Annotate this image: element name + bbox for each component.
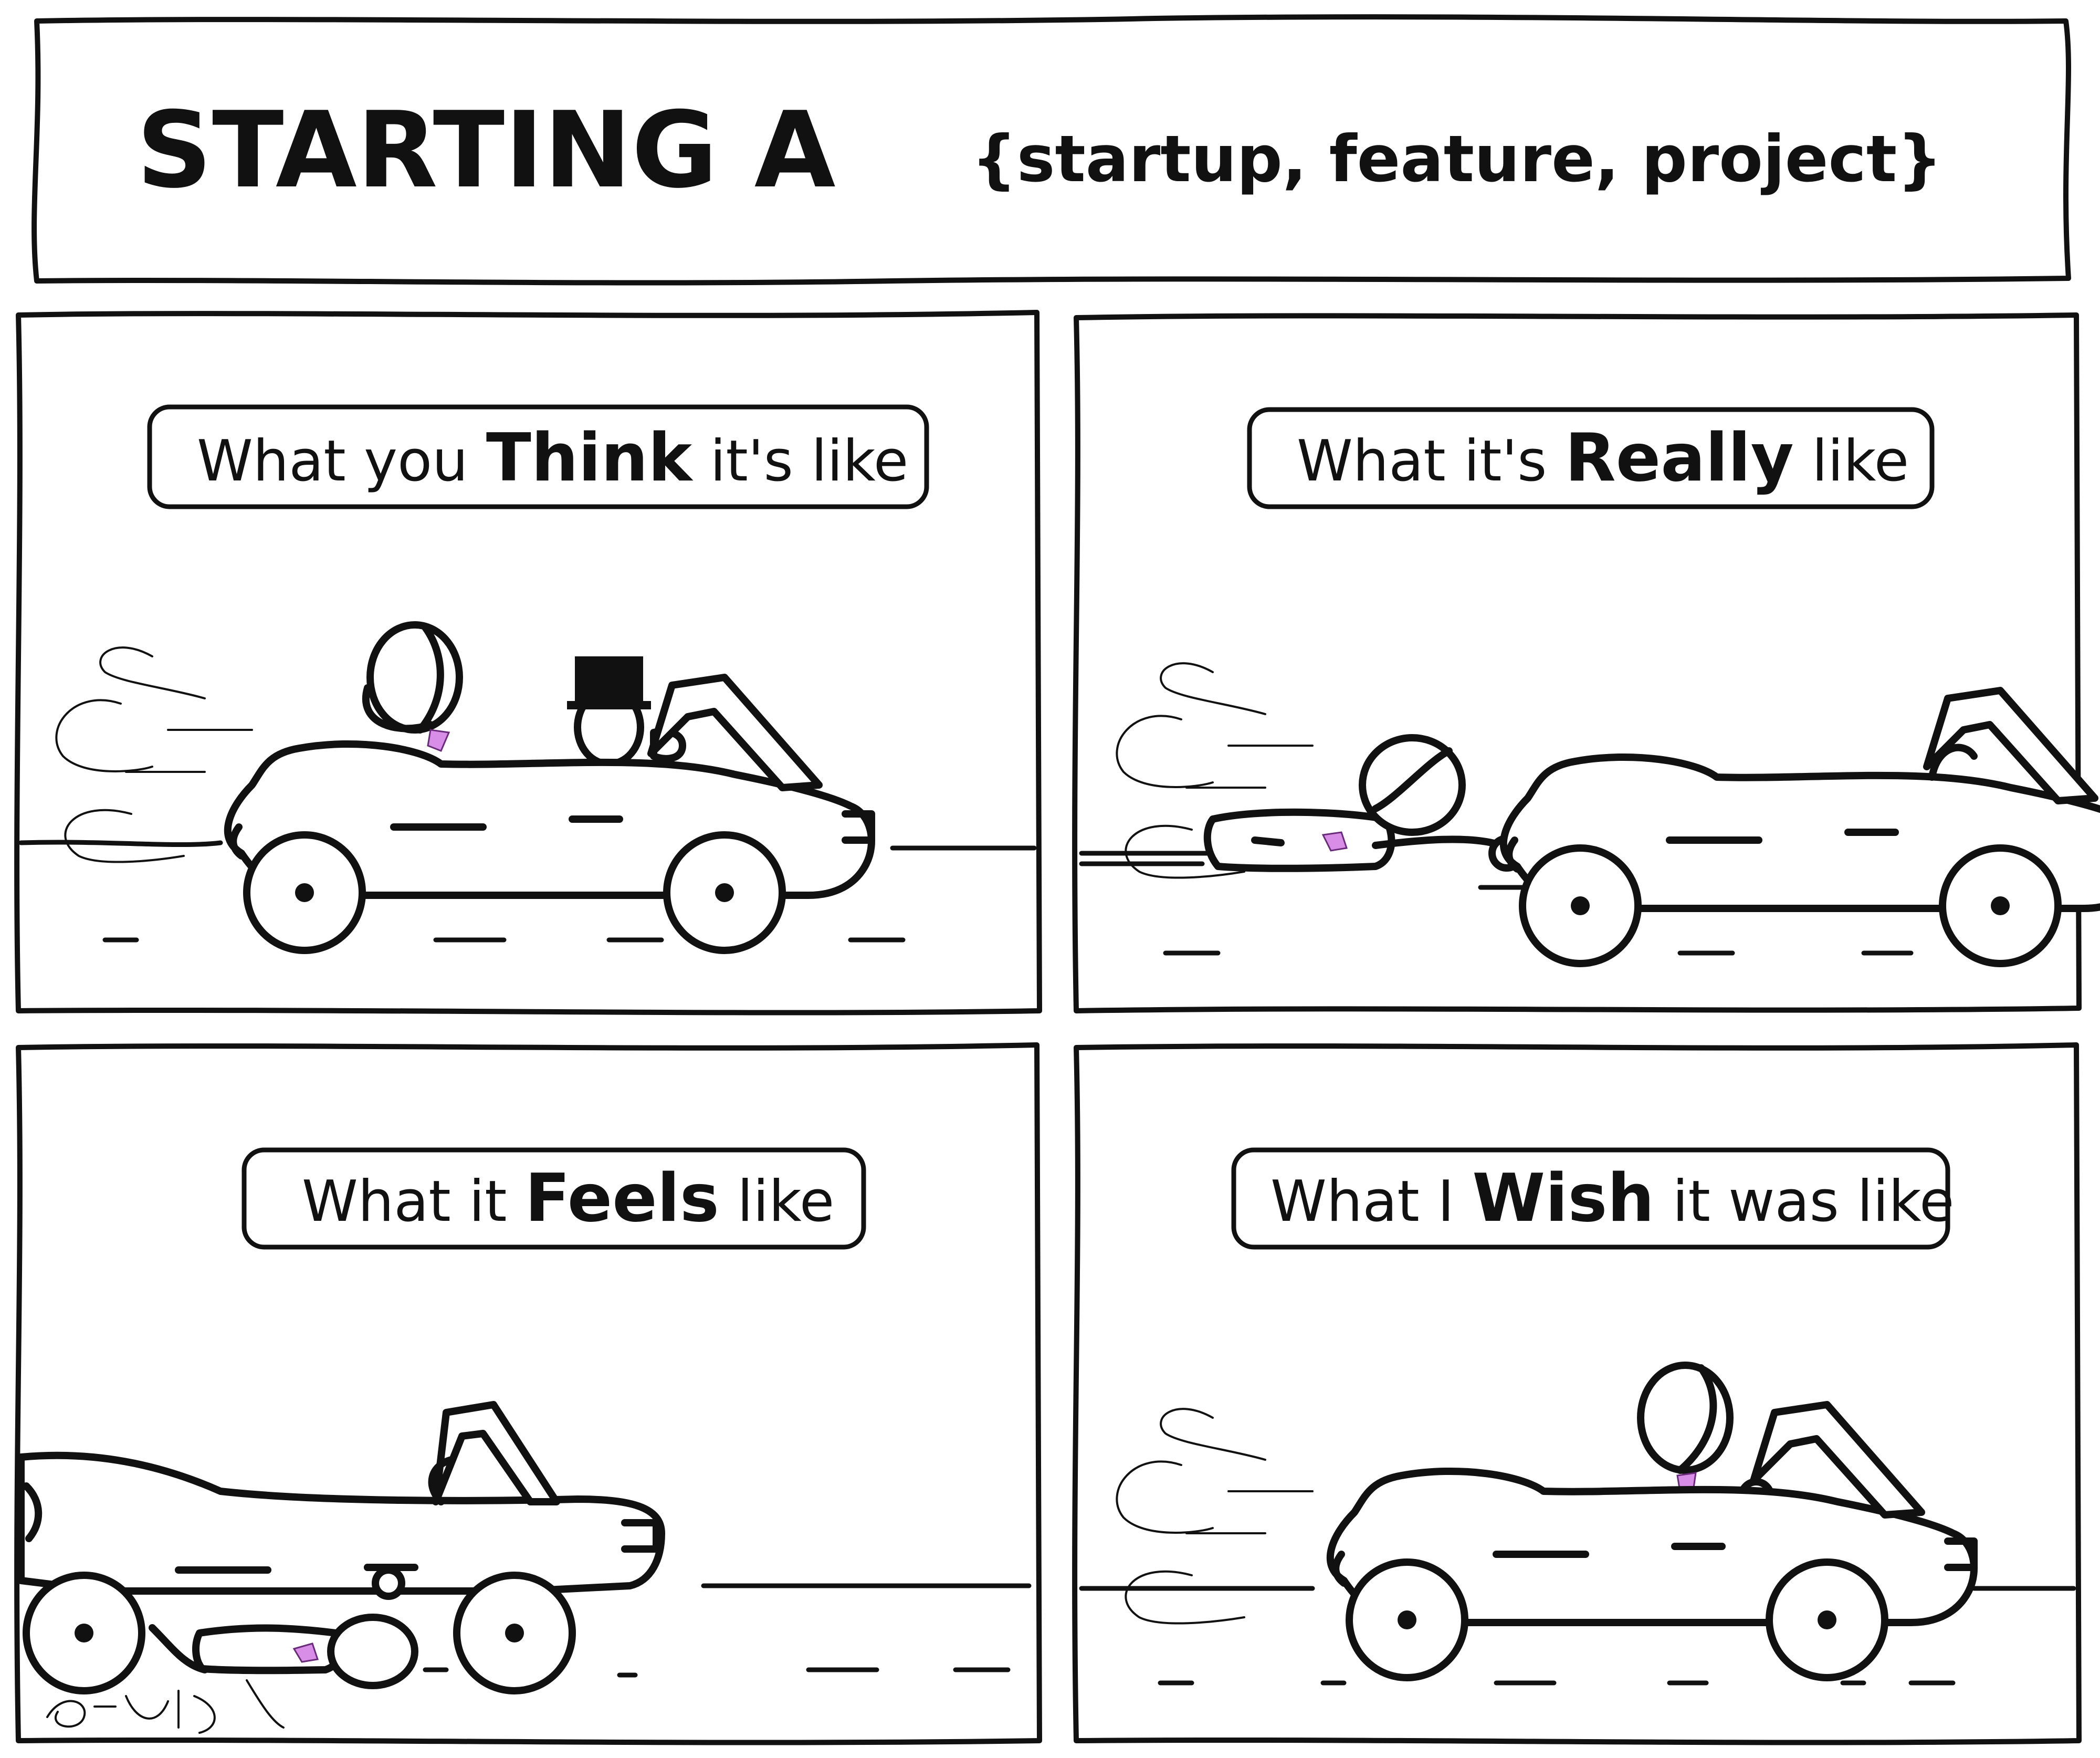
crushed-stick-figure	[149, 1564, 418, 1689]
title-banner: STARTING A {startup, feature, project}	[32, 14, 2071, 286]
passenger-stick-figure	[362, 621, 463, 752]
wind-swirls	[1116, 1408, 1314, 1625]
panel-think: What you Think it's like	[14, 310, 1042, 1016]
road	[423, 1583, 1032, 1678]
driver-hand	[1928, 744, 1978, 781]
caption-box	[242, 1147, 866, 1250]
title-subtitle: {startup, feature, project}	[971, 122, 1942, 196]
panel-really: What it's Really like	[1072, 312, 2100, 1013]
tie-icon	[427, 729, 450, 752]
caption-think-before: What you	[197, 428, 486, 494]
caption-think-after: it's like	[692, 428, 908, 494]
panel-wish: What I Wish it was like	[1072, 1042, 2082, 1745]
road	[1079, 1586, 2076, 1686]
title-main: STARTING A	[136, 89, 836, 212]
caption-wish-before: What I	[1270, 1169, 1472, 1234]
artist-signature	[46, 1679, 285, 1734]
caption-think-emphasis: Think	[486, 419, 694, 496]
caption-wish: What I Wish it was like	[1270, 1159, 1954, 1237]
caption-really-after: like	[1794, 428, 1909, 494]
tie-icon	[292, 1642, 319, 1663]
panel-feels: What it Feels like	[14, 1042, 1042, 1745]
dragged-stick-figure	[1203, 734, 1525, 872]
caption-really: What it's Really like	[1297, 419, 1909, 496]
caption-wish-emphasis: Wish	[1472, 1159, 1654, 1237]
caption-feels-emphasis: Feels	[525, 1159, 719, 1237]
caption-feels-after: like	[719, 1169, 834, 1234]
caption-feels: What it Feels like	[302, 1159, 834, 1237]
caption-really-emphasis: Really	[1565, 419, 1794, 496]
car-crushing	[17, 1401, 665, 1595]
caption-box	[1247, 407, 1935, 509]
caption-box	[1231, 1147, 1950, 1250]
car-wheels	[23, 1572, 576, 1694]
tie-icon	[1321, 831, 1348, 852]
caption-really-before: What it's	[1297, 428, 1565, 494]
caption-box	[147, 404, 929, 509]
wind-swirls	[55, 646, 253, 863]
car	[1504, 690, 2100, 964]
caption-wish-after: it was like	[1654, 1169, 1954, 1234]
car	[228, 677, 872, 950]
caption-feels-before: What it	[302, 1169, 525, 1234]
caption-think: What you Think it's like	[197, 419, 908, 496]
